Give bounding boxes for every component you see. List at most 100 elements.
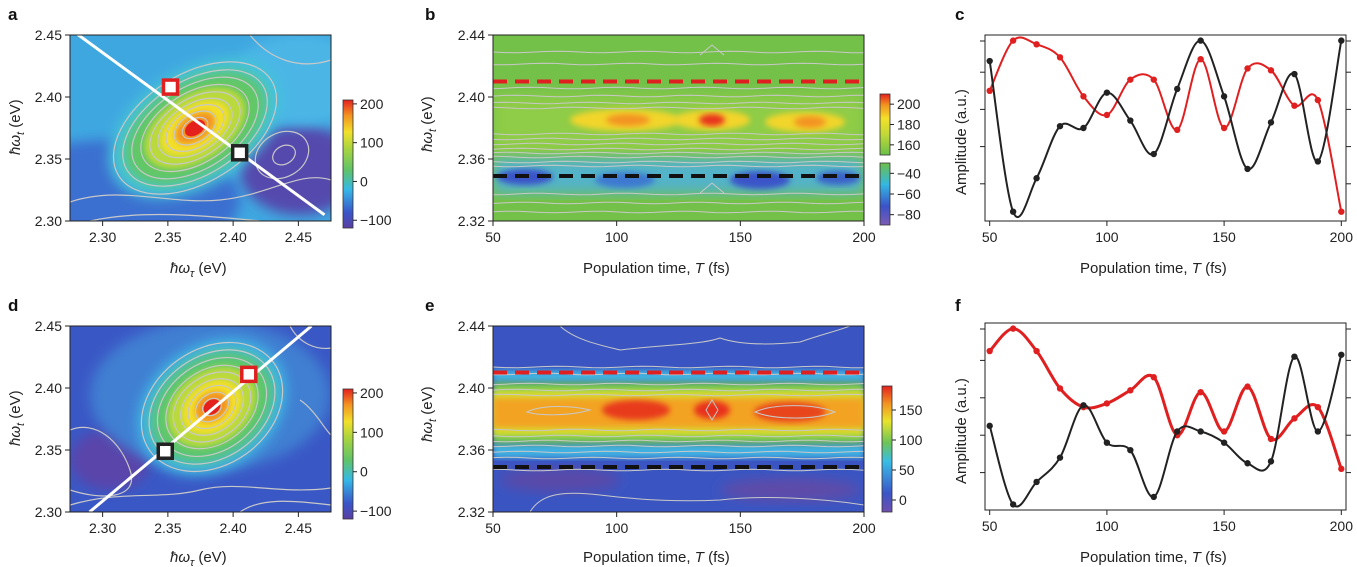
x-tick-label-f-1: 100 <box>1095 518 1119 534</box>
panel-e-letter: e <box>425 296 434 315</box>
series-line-black-f <box>988 354 1343 508</box>
panel-b-xlabel-text: Population time, <box>583 260 695 277</box>
x-tick-label-e-1: 100 <box>605 520 629 536</box>
data-point-black-c-4 <box>1080 124 1087 132</box>
data-point-red-f-11 <box>1244 383 1251 390</box>
panel-e-xlabel-T: T <box>695 549 706 566</box>
panel-b-ylabel-symbol: ħω <box>419 132 436 152</box>
x-tick-label-b-3: 200 <box>852 229 876 245</box>
data-point-black-c-9 <box>1197 37 1204 44</box>
data-point-black-f-7 <box>1150 493 1157 501</box>
data-point-black-c-0 <box>986 57 993 65</box>
panel-b-heatmap <box>493 35 864 221</box>
panel-a-xlabel-unit: (eV) <box>194 260 227 277</box>
series-line-red-f <box>988 327 1343 470</box>
panel-e-ylabel-sub: t <box>427 418 439 422</box>
panel-d-letter: d <box>8 296 18 315</box>
panel-b-ylabel-unit: (eV) <box>419 96 436 129</box>
diagonal-clip-d <box>88 326 313 512</box>
panel-e-ylabel: ħωt (eV) <box>419 386 439 442</box>
cont-b-line-6 <box>493 132 864 136</box>
panel-d-xlabel-unit: (eV) <box>194 549 227 566</box>
panel-b-ylabel: ħωt (eV) <box>419 96 439 152</box>
panel-d-ylabel-symbol: ħω <box>7 426 24 446</box>
y-tick-label-e-2: 2.40 <box>458 380 485 396</box>
panel-d: d <box>7 296 392 567</box>
panel-e-frame <box>492 325 865 513</box>
panel-b-frame <box>492 34 865 222</box>
data-point-red-c-5 <box>1103 111 1111 119</box>
x-tick-label-a-2: 2.40 <box>220 229 247 245</box>
x-tick-label-a-0: 2.30 <box>89 229 116 245</box>
panel-e-axes: 50 100 150 200 2.32 2.36 2.40 2.44 <box>458 318 876 536</box>
cont-e-line-3 <box>493 388 864 392</box>
data-point-red-c-14 <box>1314 96 1322 104</box>
diagonal-clip-a <box>75 35 326 217</box>
panel-f-letter: f <box>955 296 961 315</box>
panel-f-plot <box>986 325 1345 508</box>
x-tick-label-f-2: 150 <box>1212 518 1236 534</box>
x-tick-label-b-1: 100 <box>605 229 629 245</box>
data-point-black-c-2 <box>1033 175 1040 182</box>
marker-black-d <box>156 442 175 460</box>
y-tick-label-d-1: 2.35 <box>35 442 62 458</box>
cont-b-line-3 <box>493 94 864 98</box>
diagonal-line-d <box>88 326 313 512</box>
x-tick-label-e-3: 200 <box>852 520 876 536</box>
x-tick-label-b-2: 150 <box>729 229 753 245</box>
panel-a-overlay <box>75 35 326 217</box>
panel-e: e 50 100 150 200 2.32 2.36 2.40 2.44 ħωt (eV) <box>419 296 923 566</box>
data-point-black-c-13 <box>1291 70 1298 78</box>
panel-a-letter: a <box>8 5 18 24</box>
panel-a-xlabel: ħωτ (eV) <box>170 260 227 280</box>
cont-e-line-0 <box>493 365 864 369</box>
y-tick-label-b-0: 2.32 <box>458 213 485 229</box>
x-tick-label-c-3: 200 <box>1330 229 1354 245</box>
data-point-black-c-15 <box>1338 37 1345 44</box>
data-point-red-f-3 <box>1056 385 1064 392</box>
panel-d-xlabel: ħωτ (eV) <box>170 549 227 567</box>
cont-b-line-14 <box>493 192 864 196</box>
data-point-red-f-5 <box>1103 400 1111 407</box>
cont-e-line-4 <box>493 393 864 397</box>
x-tick-label-c-0: 50 <box>982 229 998 245</box>
cb-e-label-3: 0 <box>899 492 907 508</box>
panel-e-overlay <box>493 370 864 470</box>
x-tick-label-d-1: 2.35 <box>154 520 181 536</box>
panel-b-colorbar-ticks: 200 180 160 −40 −60 −80 <box>890 96 921 223</box>
cb-a-label-3: −100 <box>360 212 392 228</box>
cb-a-label-0: 200 <box>360 96 384 112</box>
panel-b: b 50 100 150 200 2.32 2.36 2.40 2.44 ħωt (eV) <box>419 5 921 277</box>
data-point-red-f-14 <box>1314 403 1322 411</box>
panel-f-xlabel-T: T <box>1192 549 1203 566</box>
data-point-black-c-7 <box>1150 150 1157 158</box>
y-tick-label-d-2: 2.40 <box>35 380 62 396</box>
panel-c-xlabel-T: T <box>1192 260 1203 277</box>
cont-b-line-13 <box>493 164 864 168</box>
cb-a-label-2: 0 <box>360 173 368 189</box>
panel-f-axes: 50 100 150 200 <box>980 328 1353 534</box>
cont-e-line-9 <box>493 450 864 454</box>
x-tick-label-d-2: 2.40 <box>220 520 247 536</box>
data-point-black-c-10 <box>1220 93 1228 100</box>
data-point-black-c-12 <box>1267 119 1275 126</box>
panel-f-frame <box>984 322 1347 511</box>
data-point-black-c-14 <box>1314 158 1322 165</box>
y-tick-label-a-0: 2.30 <box>35 213 62 229</box>
data-point-red-f-7 <box>1150 374 1157 381</box>
panel-d-colorbar <box>342 388 354 520</box>
data-point-red-f-13 <box>1291 415 1298 422</box>
cont-e-line-10 <box>493 456 864 460</box>
data-point-red-c-4 <box>1080 93 1087 100</box>
panel-d-overlay <box>88 326 313 512</box>
marker-red-a <box>161 78 180 96</box>
data-point-red-c-9 <box>1197 55 1204 63</box>
panel-e-ylabel-unit: (eV) <box>419 386 436 419</box>
panel-b-xlabel-unit: (fs) <box>704 260 730 277</box>
cont-e-line-11 <box>493 468 864 472</box>
panel-a-ylabel-unit: (eV) <box>7 99 24 132</box>
data-point-black-c-8 <box>1174 85 1181 93</box>
panel-e-xlabel-text: Population time, <box>583 549 695 566</box>
data-point-black-c-5 <box>1103 89 1111 96</box>
